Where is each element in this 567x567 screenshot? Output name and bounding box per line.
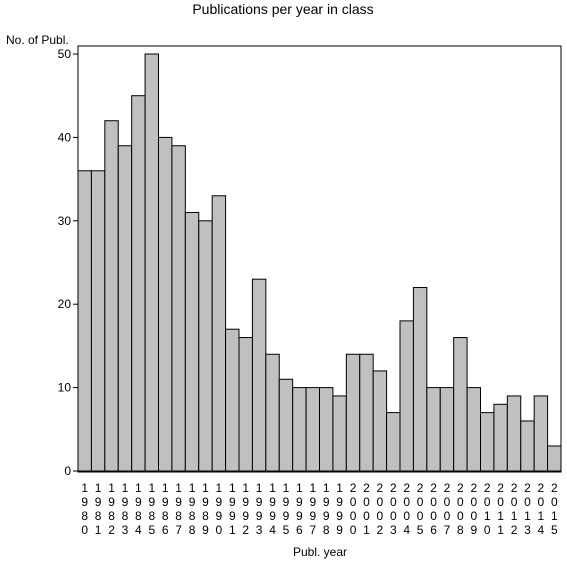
bar-1992 [238, 337, 253, 472]
bar-2015 [547, 445, 562, 472]
bar-2001 [359, 353, 374, 472]
bar-1986 [158, 136, 173, 472]
bar-2000 [345, 353, 361, 472]
y-axis: 0 10 20 30 40 50 [58, 47, 78, 478]
bars-group [77, 53, 562, 472]
y-tick-label: 20 [58, 297, 72, 311]
y-axis-label: No. of Publ. [6, 33, 69, 47]
bar-2013 [520, 420, 535, 472]
bar-2008 [453, 337, 468, 472]
bar-1993 [251, 278, 267, 472]
bar-1985 [144, 53, 160, 472]
bar-2004 [399, 320, 414, 472]
bar-1981 [90, 170, 106, 472]
bar-2007 [439, 387, 455, 472]
y-tick-label: 30 [58, 214, 72, 228]
y-tick-label: 50 [58, 47, 72, 61]
bar-2006 [426, 387, 441, 472]
bar-1997 [305, 387, 320, 472]
bar-2003 [386, 412, 401, 472]
bar-2005 [412, 287, 428, 472]
bar-1996 [292, 387, 307, 472]
y-tick-label: 40 [58, 130, 72, 144]
y-tick-label: 10 [58, 381, 72, 395]
bar-1984 [131, 95, 146, 472]
bar-1995 [278, 378, 294, 472]
bar-1990 [211, 195, 227, 472]
bar-1989 [198, 220, 213, 472]
y-tick-label: 0 [64, 464, 71, 478]
bar-1983 [117, 145, 133, 472]
bar-1991 [225, 328, 240, 472]
bar-1987 [171, 145, 186, 472]
bar-1994 [265, 353, 280, 472]
bar-2012 [506, 395, 522, 472]
chart-title: Publications per year in class [192, 1, 373, 17]
bar-1999 [332, 395, 347, 472]
bar-1988 [184, 211, 200, 472]
bar-2011 [493, 403, 508, 472]
bar-2010 [480, 412, 495, 472]
bar-2014 [533, 395, 549, 472]
x-axis: 1 9 8 0 1 9 8 1 1 9 8 2 1 9 8 3 1 9 8 4 1 9 8 5 1 9 8 6 1 9 8 7 1 9 8 8 1 9 8 9… [81, 481, 558, 537]
x-axis-label: Publ. year [293, 545, 347, 559]
bar-2002 [372, 370, 388, 472]
bar-1980 [77, 170, 92, 472]
bar-2009 [466, 387, 481, 472]
bar-1982 [104, 120, 119, 472]
bar-1998 [319, 387, 334, 472]
